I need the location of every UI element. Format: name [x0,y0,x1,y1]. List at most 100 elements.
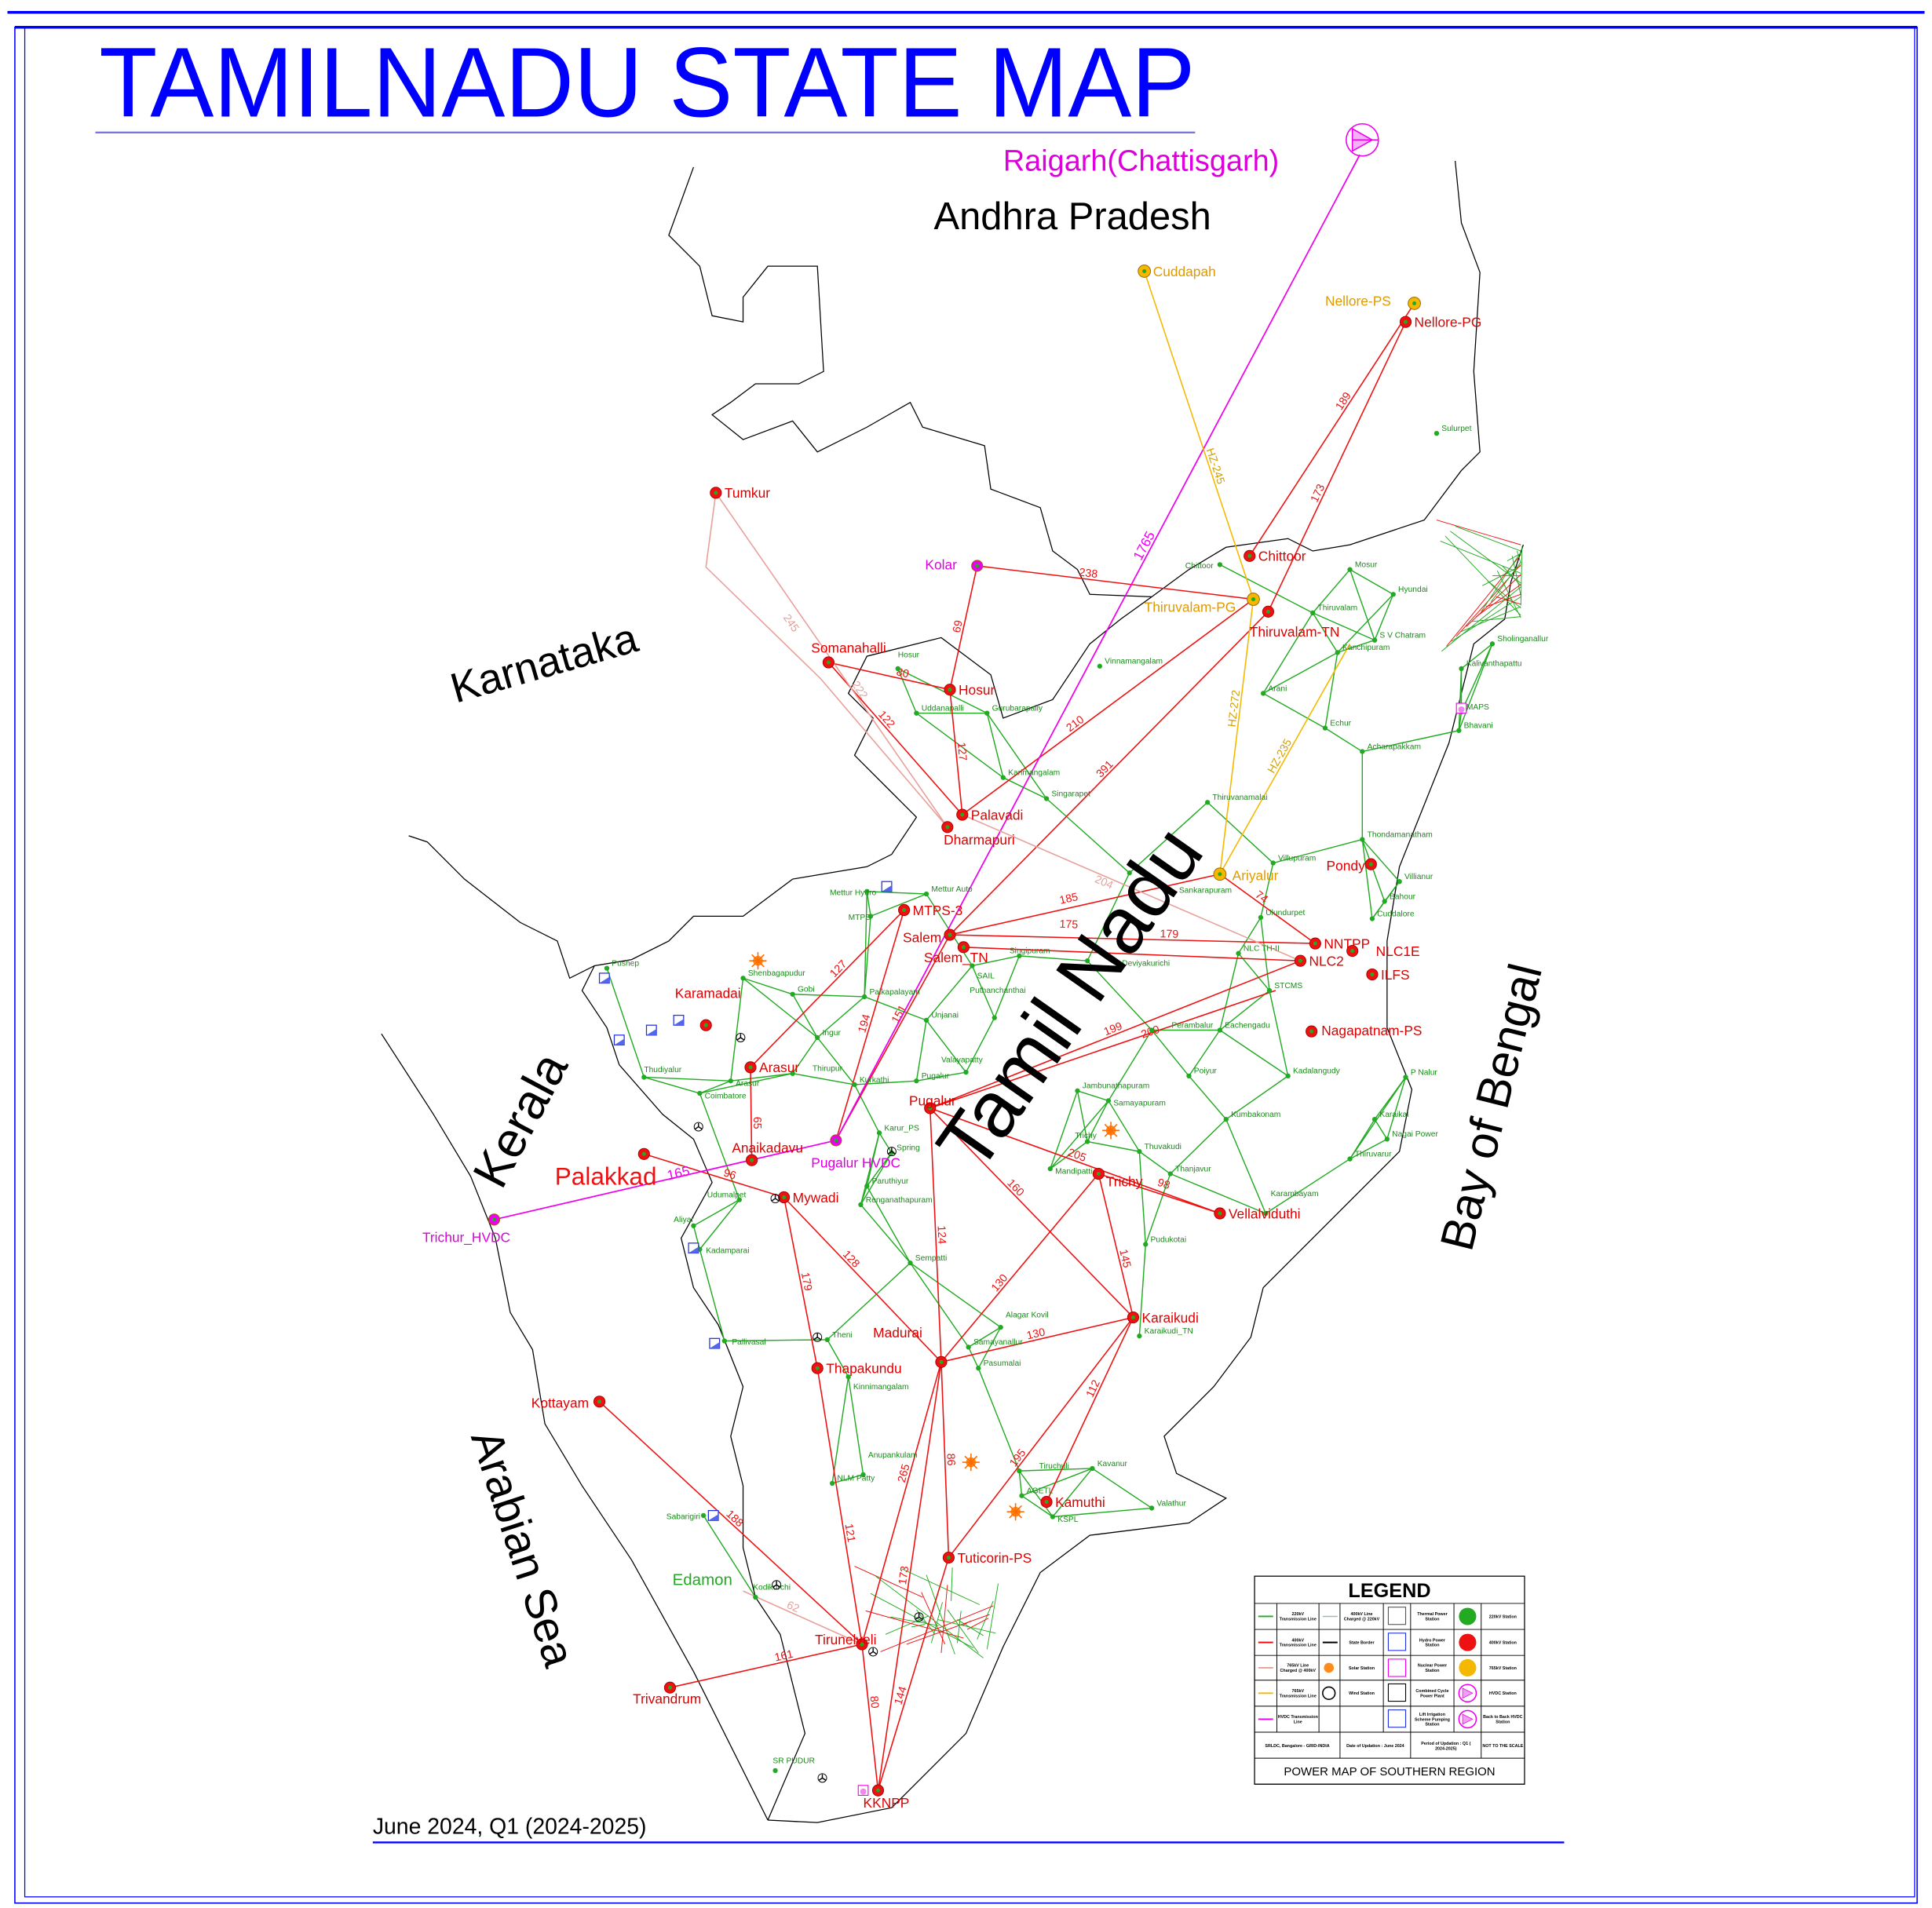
station-label: Salem [903,930,941,946]
substation-220kv-samayapuram: Samayapuram [1105,1098,1166,1108]
line-220kv-pallivasal-theni [724,1339,827,1342]
station-label: Gurubarapally [992,705,1043,713]
station-220kv-marker [895,666,900,672]
line-220kv-valathur-kspl [1052,1507,1152,1518]
substation-220kv-kinnimangalam: Kinnimangalam [845,1374,909,1392]
station-220kv-marker [861,994,867,1000]
station-core [945,825,950,830]
line-path [948,1317,1134,1559]
line-220kv-coimbatore-thudiyalur [644,1076,700,1094]
station-label: Kodikurchi [753,1584,791,1592]
line-220kv-alagar-kovil-pasumalai [977,1326,1002,1369]
substation-220kv-poiyur: Poiyur [1186,1067,1218,1079]
station-core [748,1065,753,1070]
station-label: NLC1E [1376,943,1420,959]
line-path [977,565,1254,600]
line-765kv-cuddapah-thiruvalam-pg: HZ-245 [1143,271,1255,600]
station-label: Anaikadavu [732,1140,803,1156]
tirunelveli-line [916,1609,936,1635]
line-220kv-renganathapuram-karur-ps [860,1133,880,1206]
station-label: Renganathapuram [866,1196,933,1205]
station-label: Coimbatore [705,1092,747,1100]
line-220kv-sankarapuram-deviyakurichi [1087,872,1130,961]
station-label: Theni [832,1331,853,1340]
line-label: 98 [1156,1177,1171,1192]
station-220kv-marker [858,1202,864,1208]
line-path [963,947,1301,961]
station-label: NLC TH-II [1244,945,1280,954]
station-nntpp: NNTPP [1309,936,1370,951]
chennai-line [1517,550,1521,564]
station-label: Samayanallur [973,1338,1023,1347]
station-label: Tuticorin-PS [957,1550,1032,1566]
line-path [1219,643,1351,875]
line-label: 145 [1116,1248,1133,1269]
line-path [861,1362,942,1645]
line-220kv-spring-paruthiyur [866,1152,893,1187]
substation-220kv-thiruvalam: Thiruvalam [1310,604,1358,616]
line-400kv-nellore-pg-thiruvalam-tn: 173 [1267,321,1407,612]
station-label: Thiruvalam [1318,604,1358,613]
station-label: Poiyur [1194,1067,1218,1076]
station-trichur-hvdc: Trichur_HVDC [422,1213,510,1245]
substation-220kv-pugalur: Pugalur [914,1072,950,1084]
chennai-line [1436,520,1521,545]
substation-220kv-acharapakkam: Acharapakkam [1360,742,1421,754]
station-220kv-marker [1047,1166,1053,1172]
station-label: Bhavani [1464,722,1493,731]
line-hvdckv-trichur-hvdc-pugalur-hvdc: 165 [494,1140,837,1220]
substation-220kv-karaikudi-tn: Karaikudi_TN [1137,1327,1193,1339]
station-label: Palkapalayam [869,988,919,997]
station-220kv-marker [1360,837,1365,842]
substation-220kv-kurkathi: Kurkathi [852,1076,889,1088]
line-label: 238 [1079,567,1099,582]
nuclear-station-icon [1455,702,1467,714]
line-220kv-pasumalai-tiruchuli [977,1367,1020,1472]
solar-station-icon [1102,1122,1120,1140]
station-220kv-marker [852,1082,857,1088]
legend-label: Lift Irrigation Scheme Pumping Station [1415,1713,1450,1727]
line-label: 65 [751,1117,763,1129]
station-core [703,1023,708,1027]
tirunelveli-line [926,1574,955,1654]
line-label: 173 [1309,482,1328,504]
back-to-back-hvdc-icon [1458,1709,1477,1729]
hydro-fill [708,1514,718,1521]
station-220kv-marker [641,1074,647,1080]
line-path [949,565,978,690]
station-cuddapah: Cuddapah [1138,264,1216,279]
line-220kv-theni-kinnimangalam [827,1339,849,1377]
line-220kv-kalivanthapattu-bhavani [1458,668,1463,731]
legend-row-5: HVDC Transmission Line Lift Irrigation Sche… [1258,1709,1523,1729]
station-220kv-marker [1263,1210,1269,1217]
station-label: Mandipatti [1055,1168,1092,1177]
line-220kv-arasur-thudiyalur [644,1076,731,1082]
station-core [750,1158,754,1162]
line-220kv-arani-kanchipuram [1262,651,1339,695]
line-label: 69 [951,619,966,634]
station-220kv-marker [1371,1116,1378,1122]
line-label: 127 [955,742,969,761]
line-label: 160 [1004,1177,1026,1198]
station-220kv-marker [867,914,874,919]
wind-station-icon [868,1647,878,1657]
sun-icon [1324,1662,1335,1673]
line-400kv-pugalur-vellalviduthi: 205 [929,1107,1221,1214]
line-220kv-thondamanatham-cuddalore [1361,839,1373,919]
station-label: Kinnimangalam [853,1383,909,1392]
line-220kv-thiruvalam-s-v-chatram [1312,612,1375,641]
station-label: S V Chatram [1379,631,1426,640]
station-220kv-marker [1149,1027,1155,1033]
sun-ray [1110,1123,1118,1131]
line-220kv-kadalangudy-eachengadu [1219,1029,1289,1077]
wind-blades [887,1147,896,1155]
station-220kv-marker [1258,914,1264,921]
line-220kv-unjanai-pugalur [915,1020,927,1082]
nuclear-icon [1387,1658,1407,1677]
line-220kv-coimbatore-thirupur [699,1073,793,1094]
legend-label: 765kV Line Charged @ 400kV [1280,1664,1317,1673]
station-label: Nagapatnam-PS [1321,1023,1422,1038]
line-220kv-perambalur-samayapuram [1108,1030,1152,1101]
station-220kv-marker [889,1150,895,1155]
lift-irrigation-icon [1387,1709,1407,1728]
